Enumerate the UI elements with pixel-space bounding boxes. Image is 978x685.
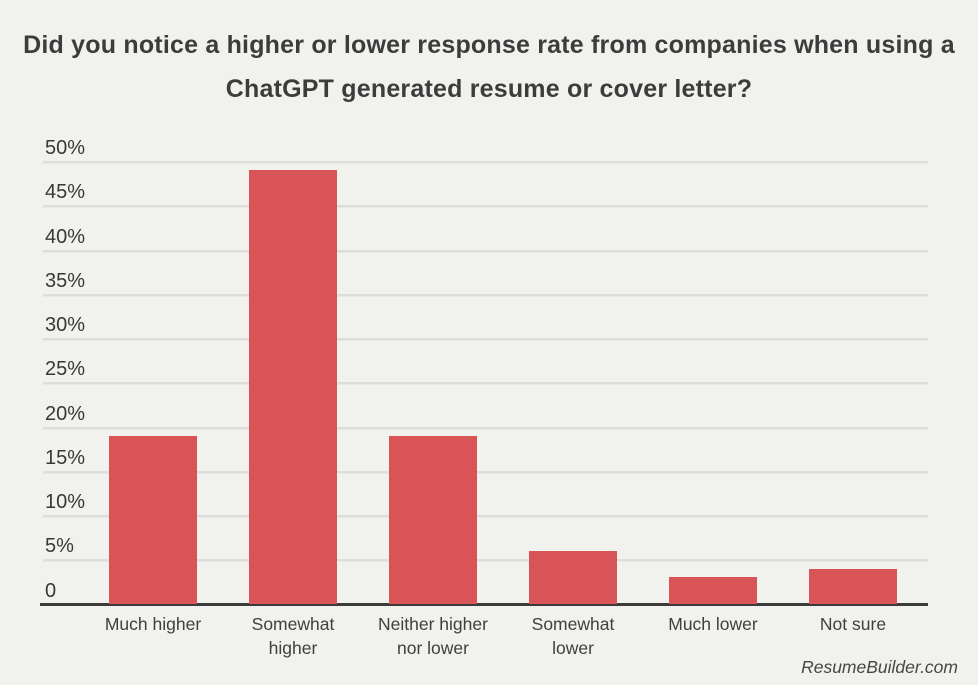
bar	[669, 577, 757, 604]
bar-slot	[83, 162, 223, 604]
gridline	[43, 470, 928, 474]
x-axis-baseline	[40, 603, 928, 606]
y-tick-label: 45%	[45, 181, 86, 204]
x-category-label: Neither higher nor lower	[378, 614, 488, 658]
y-tick-label: 30%	[45, 314, 86, 336]
gridline	[43, 559, 928, 563]
bar-series	[83, 162, 923, 604]
bar	[529, 551, 617, 604]
bar	[809, 569, 897, 604]
gridline	[43, 205, 928, 209]
source-credit: ResumeBuilder.com	[801, 657, 958, 677]
x-axis-category-labels: Much higher Somewhat higher Neither higher…	[83, 612, 923, 660]
gridline	[43, 426, 928, 430]
bar-slot	[503, 162, 643, 604]
x-category-label: Not sure	[819, 614, 887, 634]
y-tick-label: 40%	[45, 225, 86, 248]
y-tick-label: 35%	[45, 269, 86, 292]
gridline	[43, 161, 928, 164]
gridline	[43, 338, 928, 341]
y-tick-label: 0	[45, 579, 57, 602]
bar	[249, 170, 337, 604]
gridline	[43, 249, 928, 253]
gridline	[43, 382, 928, 386]
x-category-label: Much higher	[104, 614, 202, 634]
bar-slot	[363, 162, 503, 604]
y-tick-label: 25%	[45, 358, 86, 381]
y-tick-label: 15%	[45, 446, 86, 469]
bar-slot	[223, 162, 363, 604]
bar	[389, 436, 477, 604]
y-tick-label: 10%	[45, 491, 86, 513]
gridline	[43, 293, 928, 297]
y-tick-label: 5%	[45, 535, 74, 558]
chart-title: Did you notice a higher or lower respons…	[23, 31, 955, 103]
x-category-label: Somewhat lower	[531, 614, 615, 658]
y-tick-label: 50%	[45, 137, 86, 159]
y-tick-label: 20%	[45, 402, 86, 425]
x-category-label: Much lower	[668, 614, 758, 634]
gridline	[43, 515, 928, 518]
bar	[109, 436, 197, 604]
bar-slot	[783, 162, 923, 604]
bar-slot	[643, 162, 783, 604]
x-category-label: Somewhat higher	[251, 614, 335, 658]
